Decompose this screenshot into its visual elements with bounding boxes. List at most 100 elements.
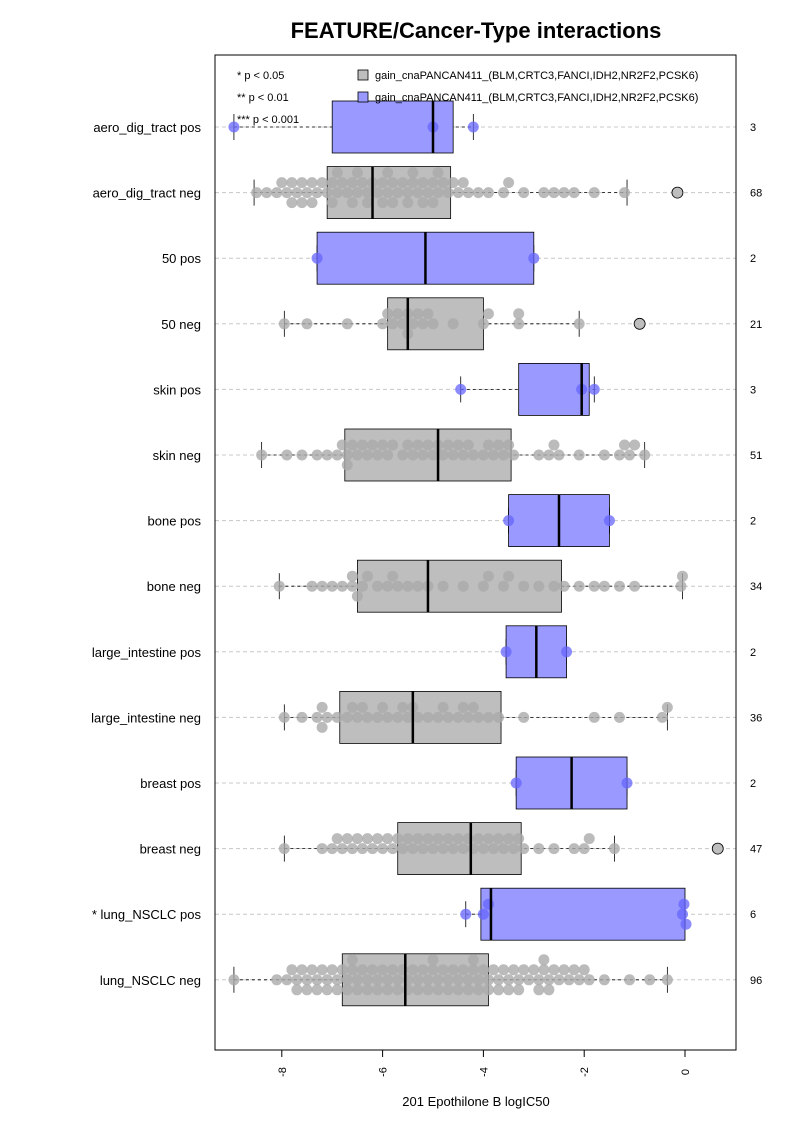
data-point	[331, 984, 343, 996]
data-point	[498, 187, 510, 199]
data-point	[296, 449, 308, 461]
data-point	[477, 843, 489, 855]
data-point	[402, 984, 414, 996]
data-point	[442, 187, 454, 199]
data-point	[498, 964, 510, 976]
data-point	[392, 308, 404, 320]
data-point	[286, 197, 298, 209]
data-point	[422, 833, 434, 845]
data-point	[680, 918, 692, 930]
legend-swatch-neg	[357, 69, 369, 81]
data-point	[361, 197, 373, 209]
data-point	[568, 843, 580, 855]
data-point	[382, 580, 394, 592]
data-point	[331, 449, 343, 461]
data-point	[261, 187, 273, 199]
data-point	[326, 843, 338, 855]
data-point	[341, 459, 353, 471]
box-row: skin pos 3	[153, 362, 756, 416]
box	[480, 887, 686, 941]
data-point	[619, 187, 631, 199]
data-point	[477, 580, 489, 592]
data-point	[455, 383, 467, 395]
data-point	[422, 308, 434, 320]
data-point	[533, 974, 545, 986]
data-point	[583, 974, 595, 986]
data-point	[346, 701, 358, 713]
data-point	[306, 177, 318, 189]
data-point	[588, 580, 600, 592]
data-point	[412, 580, 424, 592]
data-point	[548, 580, 560, 592]
data-point	[341, 974, 353, 986]
data-point	[508, 843, 520, 855]
data-point	[676, 908, 688, 920]
box-row: large_intestine pos 2	[92, 625, 756, 679]
legend-label-neg: gain_cnaPANCAN411_(BLM,CRTC3,FANCI,IDH2,…	[375, 70, 698, 82]
data-point	[341, 833, 353, 845]
data-point	[548, 439, 560, 451]
row-label: skin pos	[153, 382, 201, 397]
data-point	[331, 974, 343, 986]
data-point	[503, 570, 515, 582]
data-point	[278, 843, 290, 855]
significance-legend: * p < 0.05 ** p < 0.01 *** p < 0.001	[237, 70, 299, 126]
data-point	[321, 974, 333, 986]
data-point	[291, 984, 303, 996]
data-point	[533, 843, 545, 855]
data-point	[372, 833, 384, 845]
data-point	[467, 843, 479, 855]
data-point	[482, 439, 494, 451]
data-point	[558, 187, 570, 199]
data-point	[228, 121, 240, 133]
data-point	[422, 187, 434, 199]
data-point	[568, 187, 580, 199]
data-point	[608, 843, 620, 855]
data-point	[311, 449, 323, 461]
box-row: skin neg 51	[153, 428, 762, 482]
data-point	[286, 964, 298, 976]
data-point	[513, 308, 525, 320]
data-point	[351, 833, 363, 845]
row-label: breast neg	[140, 842, 201, 857]
data-point	[326, 177, 338, 189]
data-point	[341, 711, 353, 723]
row-count: 3	[750, 384, 756, 396]
data-point	[412, 187, 424, 199]
data-point	[422, 439, 434, 451]
data-point	[598, 449, 610, 461]
data-point	[311, 187, 323, 199]
data-point	[387, 964, 399, 976]
data-point	[503, 515, 515, 527]
data-point	[296, 964, 308, 976]
data-point	[316, 701, 328, 713]
data-point	[452, 974, 464, 986]
data-point	[442, 711, 454, 723]
data-point	[447, 449, 459, 461]
data-point	[518, 711, 530, 723]
data-point	[346, 177, 358, 189]
data-point	[427, 177, 439, 189]
data-point	[361, 984, 373, 996]
data-point	[675, 580, 687, 592]
data-point	[351, 187, 363, 199]
data-point	[472, 984, 484, 996]
data-point	[306, 964, 318, 976]
data-point	[382, 711, 394, 723]
data-point	[467, 954, 479, 966]
data-point	[271, 187, 283, 199]
data-point	[437, 449, 449, 461]
data-point	[457, 449, 469, 461]
data-point	[462, 711, 474, 723]
data-point	[407, 167, 419, 179]
data-point	[437, 580, 449, 592]
data-point	[361, 187, 373, 199]
data-point	[392, 711, 404, 723]
data-point	[301, 318, 313, 330]
data-point	[412, 984, 424, 996]
data-point	[251, 187, 263, 199]
box-row: bone pos 2	[148, 494, 756, 548]
box-row: large_intestine neg 36	[91, 691, 762, 744]
data-point	[447, 964, 459, 976]
data-point	[331, 167, 343, 179]
